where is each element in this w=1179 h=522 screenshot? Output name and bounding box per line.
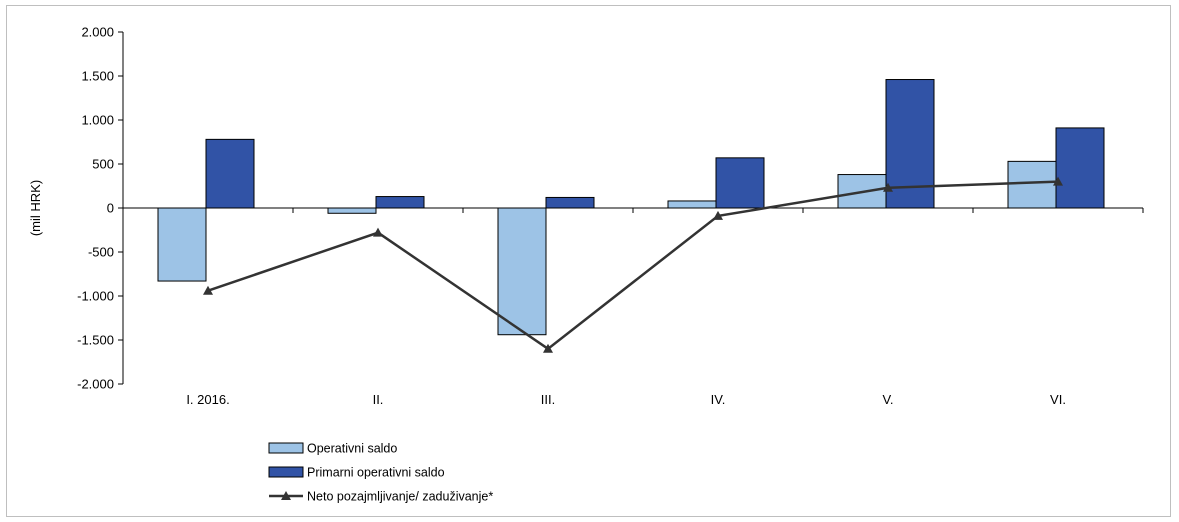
legend-swatch-primarni-operativni-saldo: [268, 466, 304, 478]
y-tick-label: 1.500: [81, 69, 114, 84]
y-tick-label: -1.500: [77, 333, 114, 348]
legend-label: Neto pozajmljivanje/ zaduživanje*: [307, 490, 493, 504]
bar-operativni-saldo: [497, 207, 547, 336]
x-tick-label: V.: [882, 392, 893, 407]
x-axis: I. 2016. II. III. IV. V. VI.: [122, 207, 1144, 407]
bars: [157, 79, 1105, 336]
line-point-marker: [883, 182, 893, 192]
y-tick-label: -1.000: [77, 289, 114, 304]
bar-primarni-operativni-saldo: [1055, 127, 1105, 209]
bar-operativni-saldo: [157, 207, 207, 282]
line-point-marker: [1053, 176, 1063, 186]
legend-label: Operativni saldo: [307, 442, 397, 456]
y-tick-label: 1.000: [81, 113, 114, 128]
legend-label: Primarni operativni saldo: [307, 466, 445, 480]
chart-frame: 2.000 1.500 1.000 500 0 -500 -1.000 -1.500 -2.00…: [6, 5, 1171, 517]
y-tick-label: 0: [107, 201, 114, 216]
bar-primarni-operativni-saldo: [375, 196, 425, 209]
y-tick-label: 2.000: [81, 25, 114, 40]
bar-primarni-operativni-saldo: [205, 138, 255, 209]
line-point-marker: [543, 343, 553, 353]
x-tick-label: II.: [373, 392, 384, 407]
line-series-path: [207, 180, 1059, 351]
line-point-marker: [713, 210, 723, 220]
y-axis: 2.000 1.500 1.000 500 0 -500 -1.000 -1.500 -2.00…: [28, 25, 124, 392]
y-tick-label: -2.000: [77, 377, 114, 392]
legend: Operativni saldo Primarni operativni sald…: [268, 442, 493, 504]
legend-swatch-operativni-saldo: [268, 442, 304, 454]
y-tick-label: -500: [88, 245, 114, 260]
bar-primarni-operativni-saldo: [715, 157, 765, 209]
bar-operativni-saldo: [667, 200, 717, 209]
bar-operativni-saldo: [327, 207, 377, 214]
x-tick-label: VI.: [1050, 392, 1066, 407]
x-tick-label: III.: [541, 392, 555, 407]
bar-operativni-saldo: [1007, 160, 1057, 209]
line-point-marker: [203, 285, 213, 295]
x-tick-label: I. 2016.: [186, 392, 229, 407]
chart: 2.000 1.500 1.000 500 0 -500 -1.000 -1.500 -2.00…: [28, 25, 1144, 504]
net-lending-line: [203, 176, 1063, 353]
y-axis-label: (mil HRK): [28, 180, 43, 236]
y-tick-label: 500: [92, 157, 114, 172]
line-point-marker: [373, 227, 383, 237]
x-tick-label: IV.: [711, 392, 726, 407]
legend-swatch-triangle-icon: [281, 491, 291, 500]
bar-primarni-operativni-saldo: [545, 196, 595, 209]
